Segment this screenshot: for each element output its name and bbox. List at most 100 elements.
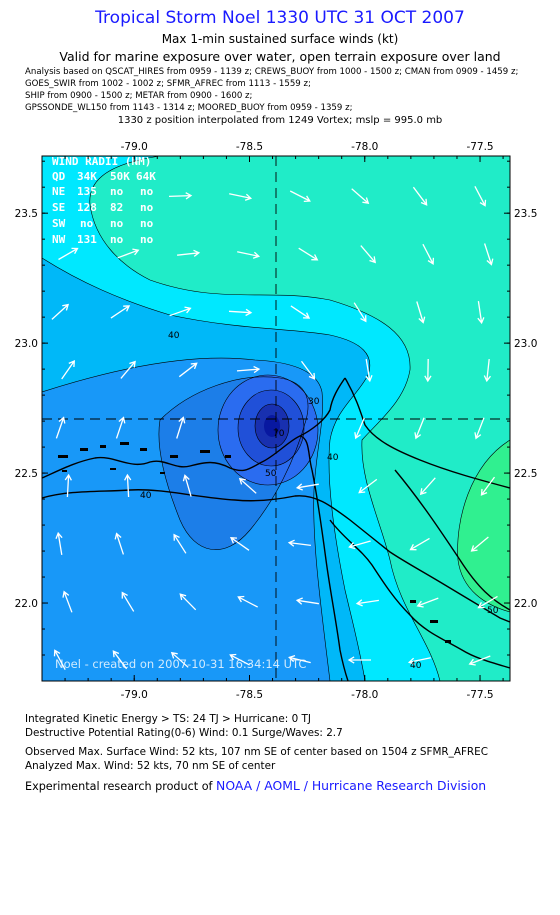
analysis-sources-line: GOES_SWIR from 1002 - 1002 z; SFMR_AFREC…: [25, 79, 311, 89]
analysis-sources-line: GPSSONDE_WL150 from 1143 - 1314 z; MOORE…: [25, 103, 353, 113]
wind-arrow: [288, 654, 311, 664]
analyzed-max-wind: Analyzed Max. Wind: 52 kts, 70 nm SE of …: [25, 760, 276, 772]
wind-arrow: [176, 416, 186, 439]
band-teal: [89, 156, 510, 681]
wind-radii-table: WIND RADII (NM) QD 34K 50K 64K NE 135 no…: [52, 155, 156, 246]
radii-cell: 82: [110, 201, 123, 214]
band-nw-light: [42, 156, 100, 300]
contour-label: 50: [487, 606, 499, 616]
wind-arrow: [178, 362, 198, 378]
wind-arrow: [114, 532, 125, 555]
y-tick-label-right: 23.5: [514, 208, 537, 220]
contour-label: 40: [168, 331, 180, 341]
chart-subtitle: Max 1-min sustained surface winds (kt): [161, 32, 399, 46]
ike-line: Integrated Kinetic Energy > TS: 24 TJ > …: [25, 713, 311, 725]
analysis-sources-line: Analysis based on QSCAT_HIRES from 0959 …: [25, 67, 519, 77]
wind-arrow: [424, 358, 432, 383]
wind-arrow: [58, 247, 79, 261]
wind-arrow: [236, 365, 261, 374]
radii-cell: NW: [52, 233, 66, 246]
y-tick-label-left: 23.0: [15, 338, 38, 350]
x-tick-label-top: -79.0: [121, 141, 148, 153]
wind-arrow: [168, 192, 193, 200]
y-tick-label-left: 23.5: [15, 208, 38, 220]
x-tick-label-top: -78.5: [236, 141, 263, 153]
wind-arrow: [110, 305, 131, 319]
radii-cell: no: [80, 217, 94, 230]
plot-frame: [41, 155, 511, 682]
contour-label: 30: [308, 397, 320, 407]
wind-arrow: [289, 190, 311, 203]
x-tick-label-bottom: -78.0: [351, 689, 378, 701]
wind-arrow: [422, 243, 435, 265]
wind-arrow: [300, 360, 316, 380]
wind-arrow: [124, 473, 132, 498]
contour-label: 40: [410, 661, 422, 671]
wind-arrow: [365, 358, 373, 383]
wind-radii-row: NW 131 no no: [52, 233, 154, 246]
wind-arrow: [61, 359, 76, 380]
observed-max-wind: Observed Max. Surface Wind: 52 kts, 107 …: [25, 746, 488, 758]
wind-arrow: [169, 306, 192, 317]
wind-arrow: [358, 478, 378, 494]
contour-label: 40: [140, 491, 152, 501]
wind-radii-row: SE 128 82 no: [52, 201, 154, 214]
contour-labels: 40 40 30 40 40 50 70 50: [140, 331, 499, 671]
wind-arrow: [477, 595, 498, 609]
col-quadrant: QD: [52, 170, 66, 183]
wind-arrow: [416, 597, 439, 608]
radii-cell: no: [140, 185, 154, 198]
x-tick-label-bottom: -77.5: [466, 689, 493, 701]
wind-arrow: [53, 649, 66, 671]
wind-arrow: [120, 360, 136, 379]
wind-arrow: [228, 308, 253, 317]
y-tick-label-right: 22.5: [514, 468, 537, 480]
col-50k: 50K: [110, 170, 130, 183]
band-green: [457, 440, 510, 612]
wind-arrow: [407, 657, 431, 665]
chart-title: Tropical Storm Noel 1330 UTC 31 OCT 2007: [95, 8, 465, 28]
coastlines: [42, 377, 510, 681]
wind-arrow: [477, 301, 485, 325]
radii-cell: 131: [77, 233, 97, 246]
wind-radii-header: QD 34K 50K 64K: [52, 170, 156, 183]
wind-arrow: [173, 533, 187, 554]
wind-vectors: [51, 185, 498, 671]
credit-line: Experimental research product of NOAA / …: [25, 778, 486, 793]
credit-organization-link[interactable]: NOAA / AOML / Hurricane Research Divisio…: [216, 778, 487, 793]
wind-arrow: [353, 302, 367, 323]
wind-arrow: [229, 193, 253, 201]
radii-cell: SE: [52, 201, 65, 214]
wind-arrow: [295, 483, 319, 491]
wind-arrow: [238, 477, 257, 494]
radii-cell: 135: [77, 185, 97, 198]
radii-cell: no: [110, 233, 124, 246]
wind-arrow: [355, 599, 379, 607]
wind-arrow: [177, 249, 201, 257]
radii-cell: NE: [52, 185, 65, 198]
contour-label: 70: [273, 429, 285, 439]
x-tick-label-top: -77.5: [466, 141, 493, 153]
y-tick-label-left: 22.5: [15, 468, 38, 480]
wind-arrow: [121, 591, 135, 612]
y-tick-label-right: 22.0: [514, 598, 537, 610]
x-tick-label-bottom: -79.0: [121, 689, 148, 701]
axis-tick-labels: -79.0 -79.0 -78.5 -78.5 -78.0 -78.0 -77.5 -77.5…: [15, 141, 538, 701]
wind-arrow: [55, 531, 63, 556]
radii-cell: no: [140, 217, 154, 230]
contour-label: 50: [265, 469, 277, 479]
col-34k: 34K: [77, 170, 97, 183]
analysis-sources-line: SHIP from 0900 - 1500 z; METAR from 0900…: [25, 91, 253, 101]
wind-arrow: [295, 597, 320, 605]
wind-arrow: [237, 595, 259, 608]
storm-center-crosshair: [42, 156, 510, 681]
radii-cell: no: [110, 185, 124, 198]
wind-arrow: [182, 474, 192, 497]
radii-cell: no: [110, 217, 124, 230]
wind-arrow: [112, 650, 128, 670]
wind-radii-title: WIND RADII (NM): [52, 155, 151, 168]
wind-arrow: [351, 188, 370, 205]
wind-arrow: [290, 305, 311, 319]
wind-arrow: [64, 473, 72, 498]
